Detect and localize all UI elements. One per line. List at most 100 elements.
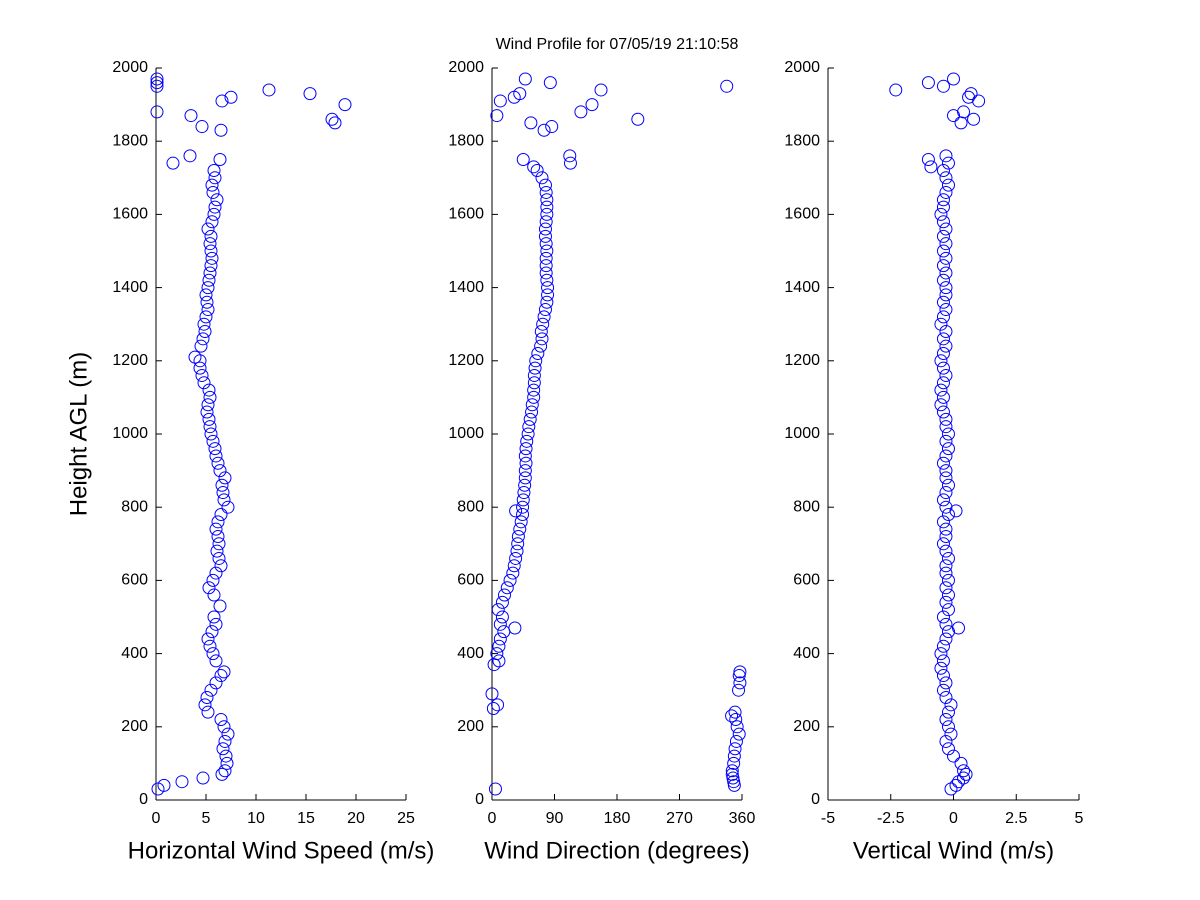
data-point [216,486,230,500]
data-point [939,434,953,448]
data-point [939,566,953,580]
data-point [964,87,978,101]
data-point [944,727,958,741]
y-tick-label: 1400 [112,279,148,296]
data-point [220,756,234,770]
data-point [941,478,955,492]
data-point [500,581,514,595]
data-point [527,390,541,404]
data-point [338,98,352,112]
data-point [959,767,973,781]
data-point [944,698,958,712]
data-point [936,332,950,346]
data-point [486,702,500,715]
data-point [921,76,935,90]
data-point [936,215,950,229]
data-point [936,610,950,624]
data-point [536,317,550,331]
x-tick-label: 20 [347,810,365,827]
data-point [727,756,741,770]
data-point [209,449,223,463]
data-point [209,617,223,631]
data-point [206,647,220,661]
data-point [525,398,539,412]
data-point [939,632,953,646]
x-tick-label: 2.5 [1005,810,1027,827]
y-tick-label: 600 [121,572,148,589]
data-point [537,310,551,324]
data-point [540,244,554,258]
data-point [939,734,953,748]
x-tick-label: 25 [397,810,415,827]
data-point [732,727,746,741]
y-tick-label: 1600 [448,206,484,223]
y-tick-label: 1000 [448,425,484,442]
data-point [213,599,227,613]
data-point [941,603,955,617]
data-point [957,764,971,778]
data-point [200,405,214,419]
data-point [198,325,212,339]
data-point [210,193,224,207]
data-point [516,493,530,507]
y-tick-label: 600 [793,572,820,589]
y-tick-label: 800 [121,498,148,515]
data-point [527,160,541,174]
data-point [538,303,552,317]
data-point [939,486,953,500]
data-point [523,412,537,426]
data-point [262,83,276,97]
data-point [198,698,212,712]
data-point [949,504,963,518]
x-tick-label: 10 [247,810,265,827]
y-tick-label: 600 [457,572,484,589]
data-point [196,771,210,785]
data-point [325,112,339,126]
data-point [203,639,217,653]
data-point [957,771,971,785]
data-point [631,112,645,126]
data-point [204,244,218,258]
data-point [204,229,218,243]
y-tick-label: 2000 [112,59,148,76]
data-point [574,105,588,119]
x-tick-label: -5 [821,810,835,827]
data-point [539,185,553,199]
data-point [214,508,228,522]
data-point [936,273,950,287]
data-point [939,266,953,280]
data-point [520,434,534,448]
y-tick-label: 1400 [448,279,484,296]
data-point [939,325,953,339]
data-point [936,639,950,653]
y-tick-label: 800 [793,498,820,515]
data-point [201,705,215,719]
y-tick-label: 1200 [112,352,148,369]
data-point [485,687,499,701]
data-point [941,573,955,587]
data-point [200,295,214,309]
data-point [936,259,950,273]
x-axis-label: Horizontal Wind Speed (m/s) [128,837,435,864]
data-point [517,486,531,500]
data-point [200,691,214,705]
data-point [527,376,541,390]
data-point [939,529,953,543]
data-point [211,529,225,543]
data-point [939,251,953,265]
data-point [531,346,545,360]
y-tick-label: 1400 [784,279,820,296]
y-tick-label: 400 [121,645,148,662]
data-point [516,500,530,514]
data-point [540,273,554,287]
data-point [952,621,966,635]
data-point [507,559,521,573]
data-point [516,153,530,166]
data-point [175,775,189,789]
data-point [720,79,734,93]
data-point [725,767,739,781]
data-point [934,207,948,221]
data-point [538,178,552,192]
x-tick-label: 360 [729,810,756,827]
data-point [936,295,950,309]
